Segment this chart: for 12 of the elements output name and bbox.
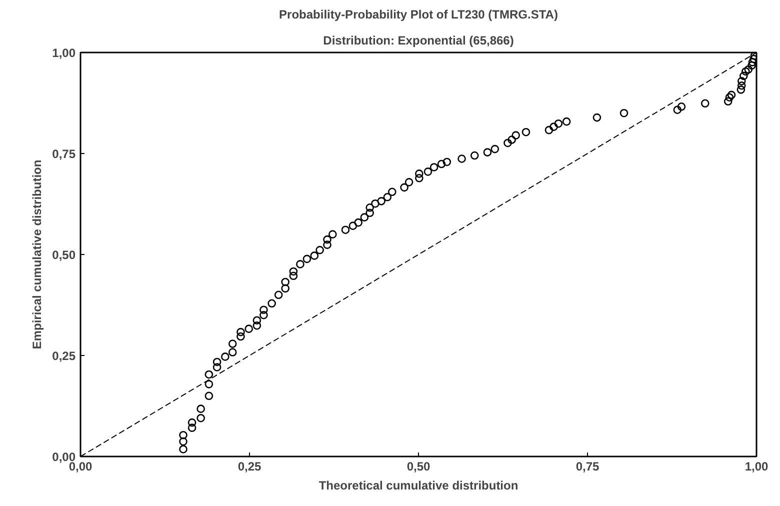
y-tick-label: 0,25: [52, 349, 76, 363]
x-axis-title: Theoretical cumulative distribution: [318, 478, 518, 492]
y-tick-label: 0,50: [52, 248, 76, 262]
y-tick-label: 1,00: [52, 46, 76, 60]
x-tick-label: 0,75: [576, 460, 600, 474]
x-tick-label: 1,00: [744, 460, 769, 474]
x-tick-label: 0,25: [238, 460, 262, 474]
chart-subtitle: Distribution: Exponential (65,866): [323, 34, 514, 48]
y-tick-label: 0,75: [52, 147, 76, 161]
chart-title: Probability-Probability Plot of LT230 (TMRG.STA): [279, 8, 558, 22]
x-tick-label: 0,50: [406, 460, 431, 474]
y-axis-title: Empirical cumulative distribution: [30, 160, 44, 350]
